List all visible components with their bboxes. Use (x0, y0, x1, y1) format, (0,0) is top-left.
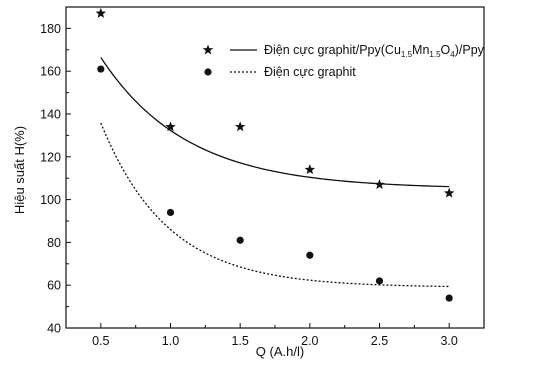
legend-item-composite-electrode: Điện cực graphit/Ppy(Cu1.5Mn1.5O4)/Ppy (202, 43, 485, 59)
data-point-star (443, 187, 455, 198)
data-point-star (165, 121, 176, 132)
data-point-circle (445, 294, 453, 302)
y-tick-label: 160 (40, 65, 61, 79)
y-tick-label: 60 (47, 279, 61, 293)
fit-curves (100, 57, 450, 288)
data-point-circle (97, 65, 105, 73)
data-point-star (95, 7, 107, 18)
x-tick-label: 3.0 (440, 334, 457, 348)
y-tick-label: 140 (40, 108, 61, 122)
data-point-star (234, 121, 246, 132)
x-axis-title: Q (A.h/l) (256, 344, 304, 359)
axis-ticks: 0.5 1.0 1.5 2.0 2.5 3.0 40 60 80 100 120 140 160 180 (40, 22, 485, 348)
data-point-circle (166, 208, 175, 217)
x-tick-label: 1.0 (162, 334, 179, 348)
x-tick-label: 1.5 (231, 334, 248, 348)
x-tick-label: 2.0 (301, 334, 318, 348)
y-tick-label: 40 (47, 322, 61, 336)
y-tick-label: 120 (40, 150, 61, 164)
data-point-circle (306, 251, 314, 259)
legend-label-composite-electrode: Điện cực graphit/Ppy(Cu1.5Mn1.5O4)/Ppy (264, 43, 485, 59)
data-markers (95, 7, 455, 302)
data-point-circle (375, 277, 384, 285)
x-tick-label: 0.5 (92, 334, 109, 348)
y-tick-label: 100 (40, 193, 61, 207)
legend-label-graphite-electrode: Điện cực graphit (264, 65, 356, 79)
fit-curve-graphite-electrode (100, 122, 450, 288)
y-axis-title: Hiệu suất H(%) (12, 126, 27, 214)
legend-star-glyph (202, 44, 214, 55)
x-tick-label: 2.5 (371, 334, 388, 348)
data-point-star (374, 179, 385, 190)
fit-curve-composite-electrode (100, 57, 450, 188)
data-point-circle (236, 236, 244, 244)
legend-star-marker (202, 44, 214, 55)
y-tick-label: 80 (47, 236, 61, 250)
y-tick-label: 180 (40, 22, 61, 36)
legend-circle-glyph (204, 68, 212, 76)
data-point-star (304, 164, 316, 175)
legend: Điện cực graphit/Ppy(Cu1.5Mn1.5O4)/Ppy Đ… (202, 43, 485, 79)
legend-circle-marker (204, 68, 212, 76)
legend-item-graphite-electrode: Điện cực graphit (204, 65, 356, 79)
